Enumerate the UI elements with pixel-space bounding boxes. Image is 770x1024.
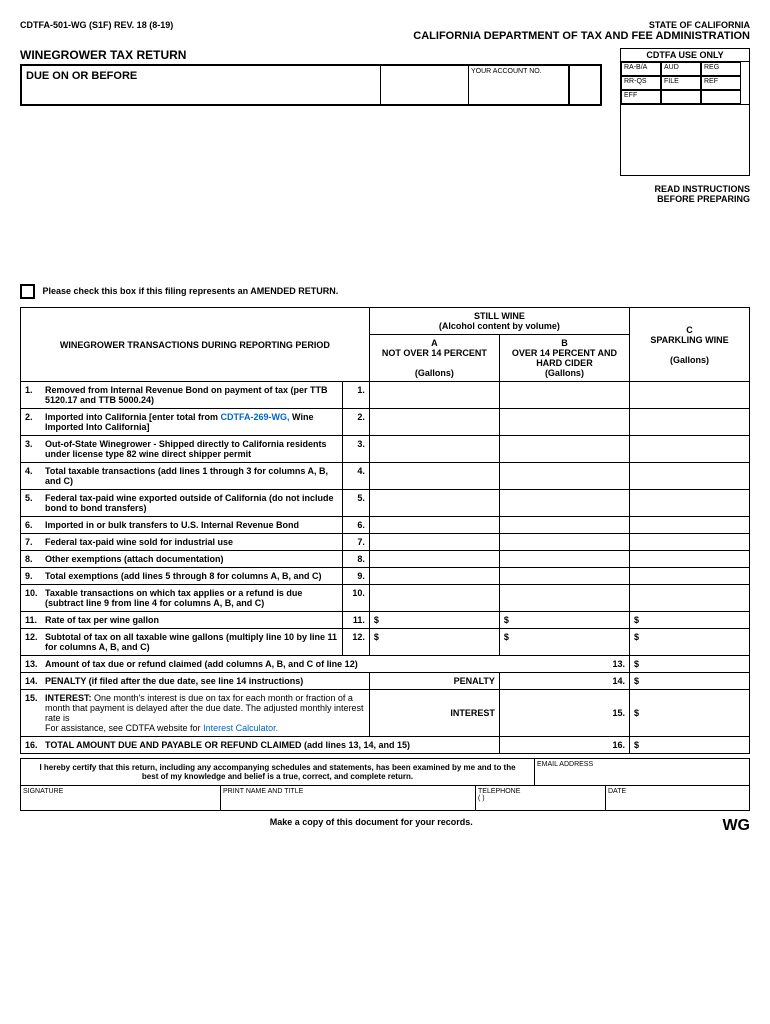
date-field[interactable]: DATE [606,786,749,810]
account-label: YOUR ACCOUNT NO. [468,66,569,104]
table-row: 4.Total taxable transactions (add lines … [21,463,750,490]
amended-label: Please check this box if this filing rep… [43,286,339,296]
table-row: 10.Taxable transactions on which tax app… [21,585,750,612]
state-label: STATE OF CALIFORNIA [413,20,750,30]
use-only-box: CDTFA USE ONLY RA-B/A AUD REG RR-QS FILE… [620,48,750,176]
use-cell: RR-QS [621,76,661,90]
table-row: 11.Rate of tax per wine gallon11.$$$ [21,612,750,629]
due-box: DUE ON OR BEFORE YOUR ACCOUNT NO. [20,64,602,106]
print-name-field[interactable]: PRINT NAME AND TITLE [221,786,476,810]
header-right: STATE OF CALIFORNIA CALIFORNIA DEPARTMEN… [413,20,750,42]
wg-mark: WG [722,817,750,835]
email-label: EMAIL ADDRESS [535,759,749,785]
row-15: 15.INTEREST: One month's interest is due… [21,690,750,737]
header: CDTFA-501-WG (S1F) REV. 18 (8-19) STATE … [20,20,750,42]
col-c-header: CSPARKLING WINE(Gallons) [629,308,749,382]
cert-text: I hereby certify that this return, inclu… [21,759,535,785]
amended-row: Please check this box if this filing rep… [20,284,750,299]
row-14: 14.PENALTY (if filed after the due date,… [21,673,750,690]
footer-note: Make a copy of this document for your re… [20,817,750,827]
table-row: 8.Other exemptions (attach documentation… [21,551,750,568]
col-a-header: ANOT OVER 14 PERCENT(Gallons) [369,335,499,382]
row-16: 16.TOTAL AMOUNT DUE AND PAYABLE OR REFUN… [21,737,750,754]
col-b-header: BOVER 14 PERCENT AND HARD CIDER(Gallons) [499,335,629,382]
table-row: 5.Federal tax-paid wine exported outside… [21,490,750,517]
use-cell: FILE [661,76,701,90]
table-row: 6.Imported in or bulk transfers to U.S. … [21,517,750,534]
telephone-field[interactable]: TELEPHONE( ) [476,786,606,810]
use-cell: REG [701,62,741,76]
table-row: 12.Subtotal of tax on all taxable wine g… [21,629,750,656]
use-cell: EFF [621,90,661,104]
use-cell: REF [701,76,741,90]
transactions-table: WINEGROWER TRANSACTIONS DURING REPORTING… [20,307,750,754]
table-row: 9.Total exemptions (add lines 5 through … [21,568,750,585]
signature-row: SIGNATURE PRINT NAME AND TITLE TELEPHONE… [20,786,750,811]
dept-label: CALIFORNIA DEPARTMENT OF TAX AND FEE ADM… [413,30,750,42]
table-row: 3.Out-of-State Winegrower - Shipped dire… [21,436,750,463]
due-label: DUE ON OR BEFORE [22,66,381,104]
use-cell [701,90,741,104]
amended-checkbox[interactable] [20,284,35,299]
table-row: 2.Imported into California [enter total … [21,409,750,436]
use-cell: RA-B/A [621,62,661,76]
use-cell [661,90,701,104]
table-row: 7.Federal tax-paid wine sold for industr… [21,534,750,551]
use-only-header: CDTFA USE ONLY [621,49,749,62]
read-instructions: READ INSTRUCTIONS BEFORE PREPARING [620,184,750,204]
still-wine-header: STILL WINE(Alcohol content by volume) [369,308,629,335]
form-title: WINEGROWER TAX RETURN [20,48,602,62]
certification-box: I hereby certify that this return, inclu… [20,758,750,786]
trans-header: WINEGROWER TRANSACTIONS DURING REPORTING… [21,308,370,382]
signature-field[interactable]: SIGNATURE [21,786,221,810]
use-cell: AUD [661,62,701,76]
table-row: 1.Removed from Internal Revenue Bond on … [21,382,750,409]
row-13: 13.Amount of tax due or refund claimed (… [21,656,750,673]
form-id: CDTFA-501-WG (S1F) REV. 18 (8-19) [20,20,173,42]
